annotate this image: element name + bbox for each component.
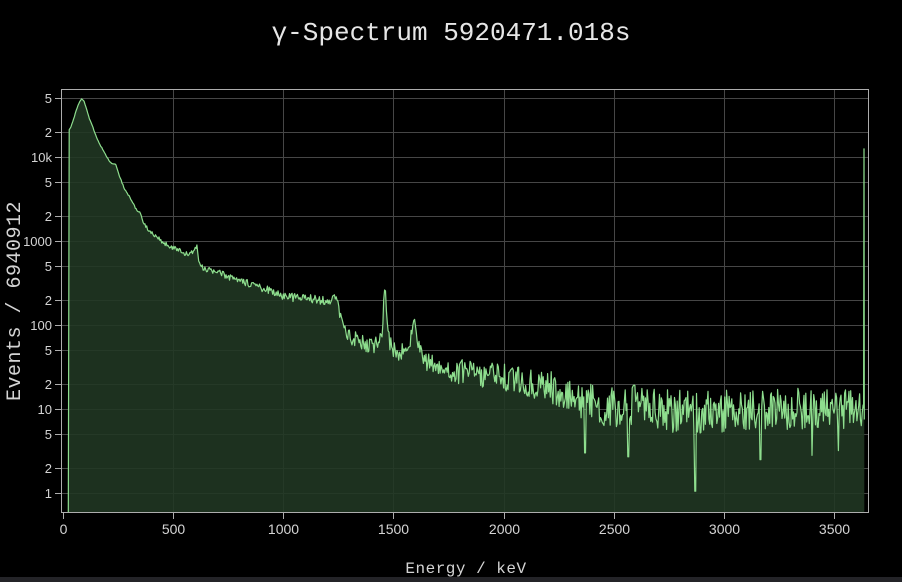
axis-ticks: 1 2 5 10 2 5 100 2 5 1000 2 5 10k 2 5 0 500 1000 1500 2000 2… (23, 91, 850, 537)
y-tick-label: 10k (31, 150, 52, 165)
spectrum-series (67, 98, 865, 513)
y-tick-label: 2 (45, 125, 52, 140)
y-tick-label: 5 (45, 91, 52, 106)
y-tick-label: 2 (45, 377, 52, 392)
x-tick-label: 0 (60, 521, 68, 537)
x-tick-label: 2000 (489, 521, 520, 537)
spectrum-fill (68, 98, 865, 513)
y-tick-label: 2 (45, 461, 52, 476)
chart-title: γ-Spectrum 5920471.018s (272, 18, 631, 48)
spectrum-line (67, 98, 865, 513)
y-tick-label: 1 (45, 486, 52, 501)
x-tick-label: 2500 (599, 521, 630, 537)
x-tick-label: 3000 (709, 521, 740, 537)
y-tick-label: 5 (45, 175, 52, 190)
y-tick-label: 10 (38, 402, 52, 417)
x-axis-title: Energy / keV (405, 560, 526, 578)
y-tick-label: 5 (45, 343, 52, 358)
window-bottom-edge (0, 577, 902, 582)
y-tick-label: 100 (30, 318, 52, 333)
x-tick-label: 1000 (268, 521, 299, 537)
y-tick-label: 5 (45, 259, 52, 274)
x-tick-label: 1500 (378, 521, 409, 537)
y-tick-label: 2 (45, 293, 52, 308)
plot-border (61, 89, 869, 513)
y-tick-label: 2 (45, 209, 52, 224)
y-tick-label: 1000 (23, 234, 52, 249)
y-axis-title: Events / 6940912 (4, 201, 27, 401)
x-tick-label: 3500 (819, 521, 850, 537)
x-tick-label: 500 (162, 521, 186, 537)
y-tick-label: 5 (45, 427, 52, 442)
